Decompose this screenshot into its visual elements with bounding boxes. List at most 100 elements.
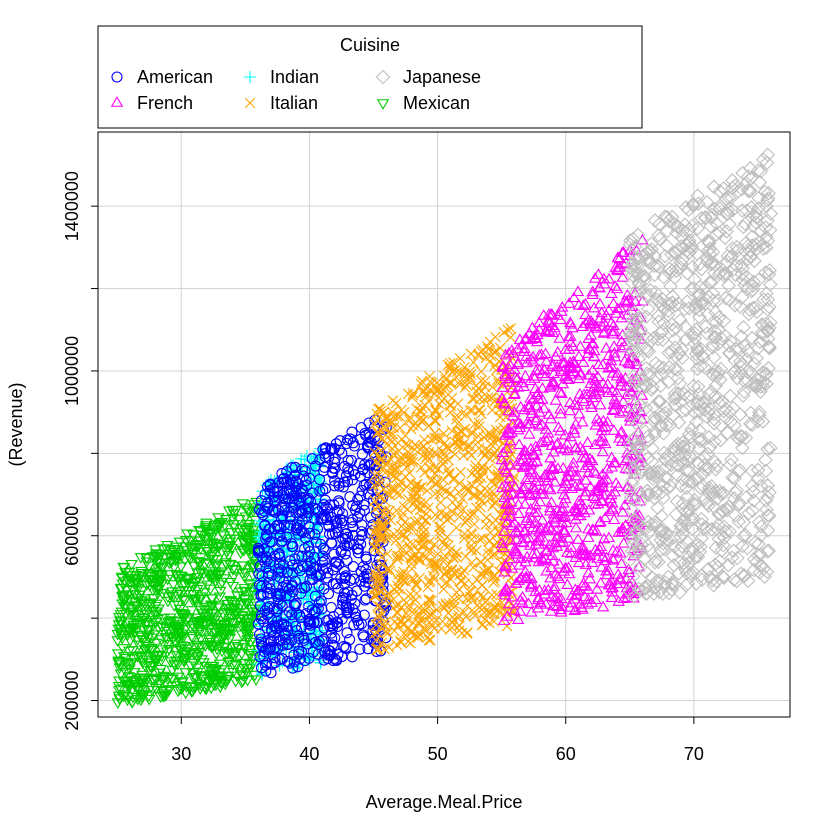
data-point [409, 497, 420, 509]
data-point [231, 608, 244, 620]
data-point [154, 664, 167, 676]
data-point [164, 632, 178, 644]
data-point [111, 698, 125, 710]
data-point [485, 476, 497, 488]
data-point [448, 567, 460, 579]
data-point [115, 631, 128, 642]
data-point [336, 651, 348, 663]
data-point [476, 580, 488, 591]
data-point [473, 442, 485, 454]
data-point [212, 603, 226, 614]
data-point [341, 606, 353, 618]
data-point [224, 534, 237, 546]
data-point [201, 535, 215, 546]
data-point [347, 603, 359, 615]
data-point [122, 646, 136, 658]
data-point [167, 601, 181, 612]
data-point [484, 493, 496, 505]
legend-label: Mexican [403, 93, 470, 113]
data-point [376, 505, 388, 517]
data-point [544, 451, 557, 463]
data-point [479, 375, 491, 387]
data-point [490, 514, 502, 526]
data-point [402, 622, 414, 633]
data-point [379, 521, 391, 532]
data-point [303, 618, 315, 630]
data-point [438, 583, 450, 595]
data-point [445, 573, 457, 585]
data-point [114, 619, 128, 631]
data-point [284, 474, 296, 486]
data-point [200, 612, 213, 623]
data-point [256, 640, 268, 652]
data-point [317, 512, 329, 524]
data-point [308, 512, 321, 524]
data-point [209, 680, 223, 692]
data-point [412, 631, 424, 643]
data-point [474, 533, 486, 545]
data-point [342, 454, 354, 467]
data-point [368, 628, 380, 640]
data-point [562, 330, 576, 342]
data-point [191, 651, 204, 663]
data-point [423, 576, 435, 588]
data-point [452, 502, 463, 514]
data-point [441, 379, 453, 391]
data-point [414, 628, 425, 640]
data-point [422, 631, 434, 643]
data-point [260, 562, 272, 574]
data-point [407, 389, 419, 401]
data-point [475, 493, 486, 505]
data-point [231, 643, 245, 655]
data-point [116, 633, 129, 645]
data-point [416, 549, 428, 561]
data-point [465, 427, 477, 438]
data-point [395, 404, 407, 416]
data-point [240, 626, 253, 637]
data-point [139, 641, 153, 653]
data-point [234, 600, 247, 611]
data-point [333, 607, 345, 619]
data-point [186, 667, 199, 679]
data-point [352, 494, 364, 506]
data-point [165, 556, 179, 568]
data-point [174, 549, 187, 561]
data-point [338, 565, 350, 578]
data-point [451, 409, 463, 421]
data-point [402, 636, 414, 647]
data-point [298, 634, 310, 646]
data-point [358, 631, 370, 643]
data-point [242, 624, 255, 635]
data-point [410, 580, 422, 591]
data-point [437, 600, 449, 612]
data-point [274, 571, 286, 583]
data-point [397, 575, 409, 587]
data-point [204, 529, 217, 541]
data-point [181, 575, 195, 586]
data-point [223, 625, 237, 637]
data-point [370, 619, 382, 631]
data-point [163, 549, 176, 561]
data-point [289, 475, 302, 487]
data-point [444, 512, 456, 523]
data-point [200, 544, 213, 556]
data-point [329, 556, 342, 568]
data-point [505, 332, 517, 343]
data-point [394, 422, 406, 434]
data-point [429, 414, 441, 426]
data-point [418, 521, 429, 533]
data-point [390, 397, 402, 409]
data-point [199, 521, 213, 532]
data-point [198, 588, 211, 599]
data-point [233, 514, 246, 526]
data-point [156, 563, 169, 574]
data-point [179, 688, 192, 700]
data-point [215, 567, 228, 579]
data-point [184, 622, 197, 634]
data-point [282, 522, 294, 534]
data-point [317, 444, 329, 456]
data-point [303, 600, 315, 612]
data-point [424, 575, 436, 586]
data-point [275, 618, 288, 630]
data-point [190, 540, 203, 551]
